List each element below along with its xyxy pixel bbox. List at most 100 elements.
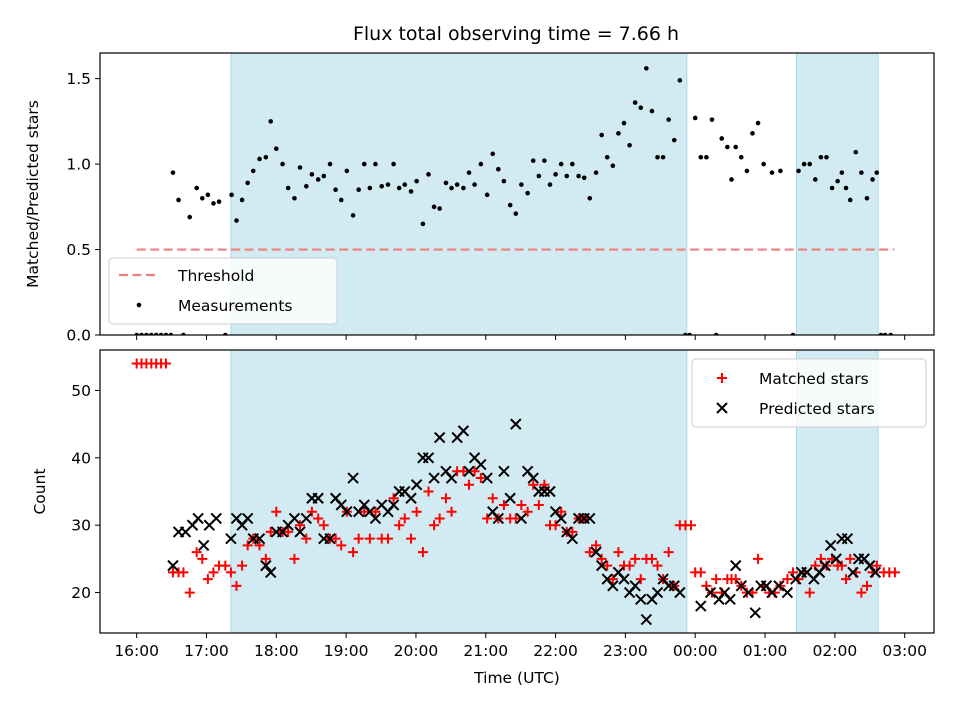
measurement-point: [391, 161, 396, 167]
measurement-point: [408, 189, 414, 194]
predicted-point: [504, 492, 516, 504]
measurement-point: [454, 182, 460, 187]
predicted-point: [749, 607, 761, 619]
predicted-point: [341, 506, 353, 518]
measurement-point: [297, 165, 303, 170]
measurement-point: [644, 66, 649, 71]
matched-point: [348, 547, 359, 558]
measurement-point: [273, 146, 279, 152]
matched-point: [630, 553, 641, 564]
x-tick-label: 03:00: [882, 642, 927, 660]
predicted-point: [192, 512, 204, 525]
legend-predicted-swatch: [716, 402, 728, 414]
matched-point: [336, 540, 347, 551]
y-tick-label: 0.0: [66, 327, 91, 345]
x-tick-label: 23:00: [603, 642, 648, 660]
measurement-point: [874, 170, 880, 175]
matched-point: [522, 506, 533, 517]
measurement-point: [187, 214, 193, 220]
predicted-point: [742, 586, 754, 599]
matched-point: [423, 486, 434, 497]
measurement-point: [344, 168, 350, 174]
predicted-point: [555, 512, 567, 525]
measurement-point: [216, 199, 222, 204]
measurement-point: [796, 168, 801, 174]
x-tick-label: 20:00: [394, 642, 439, 660]
legend-box: [108, 257, 338, 325]
measurement-point: [660, 154, 666, 160]
matched-point: [889, 567, 900, 578]
measurement-point: [744, 168, 750, 174]
measurement-point: [379, 184, 385, 189]
matched-point: [753, 553, 764, 564]
y-tick-label: 1.0: [66, 156, 91, 174]
measurement-point: [632, 100, 638, 105]
predicted-point: [253, 532, 266, 545]
predicted-point: [387, 499, 400, 511]
matched-point: [845, 553, 856, 564]
measurement-point: [769, 170, 775, 175]
legend-matched-swatch: [717, 373, 727, 383]
matched-point: [871, 560, 882, 571]
measurement-point: [801, 161, 807, 167]
matched-point: [220, 560, 231, 571]
y-tick-label: 0.5: [66, 241, 91, 259]
matched-point: [596, 553, 607, 564]
measurement-point: [839, 170, 845, 175]
matched-point: [458, 466, 469, 477]
measurement-point: [725, 144, 730, 150]
x-axis-label: Time (UTC): [473, 669, 560, 687]
measurement-point: [239, 197, 245, 203]
predicted-point: [498, 465, 510, 477]
x-tick-label: 18:00: [254, 642, 299, 660]
y-tick-label: 40: [71, 449, 91, 467]
matched-point: [359, 506, 370, 517]
matched-point: [528, 479, 539, 490]
predicted-point: [347, 472, 359, 484]
measurement-point: [466, 170, 472, 175]
predicted-point: [324, 532, 336, 545]
matched-point: [271, 506, 282, 517]
measurement-point: [333, 187, 338, 193]
x-tick-label: 21:00: [463, 642, 508, 660]
matched-point: [624, 560, 635, 571]
matched-point: [399, 513, 410, 524]
matched-point: [383, 533, 394, 544]
matched-point: [306, 506, 317, 517]
chart-title: Flux total observing time = 7.66 h: [353, 23, 679, 45]
matched-point: [289, 553, 300, 564]
predicted-point: [635, 593, 647, 606]
predicted-point: [481, 472, 493, 484]
measurement-point: [472, 182, 477, 187]
measurement-point: [610, 163, 616, 169]
measurement-point: [519, 182, 524, 187]
matched-point: [429, 520, 440, 531]
measurement-point: [655, 154, 660, 160]
legend-top: Threshold Measurements: [108, 257, 338, 325]
matched-point: [550, 520, 561, 531]
measurement-point: [385, 182, 391, 187]
measurement-point: [847, 197, 853, 203]
matched-point: [646, 553, 657, 564]
measurement-point: [853, 149, 859, 155]
y-tick-label: 1.5: [66, 70, 91, 88]
measurement-point: [250, 168, 256, 174]
measurement-point: [280, 161, 285, 167]
matched-point: [191, 547, 202, 558]
matched-point: [841, 574, 852, 585]
measurement-point: [350, 213, 356, 218]
predicted-point: [651, 586, 664, 599]
measurement-point: [750, 131, 755, 136]
predicted-point: [595, 559, 608, 572]
predicted-point: [197, 539, 210, 552]
measurement-point: [361, 161, 367, 167]
measurement-point: [677, 78, 683, 83]
measurement-point: [367, 185, 373, 191]
predicted-point: [475, 458, 487, 471]
matched-point: [295, 520, 306, 531]
matched-point: [804, 587, 815, 598]
matched-point: [516, 499, 527, 510]
measurement-point: [587, 195, 593, 201]
matched-point: [237, 560, 248, 571]
matched-point: [539, 479, 550, 490]
